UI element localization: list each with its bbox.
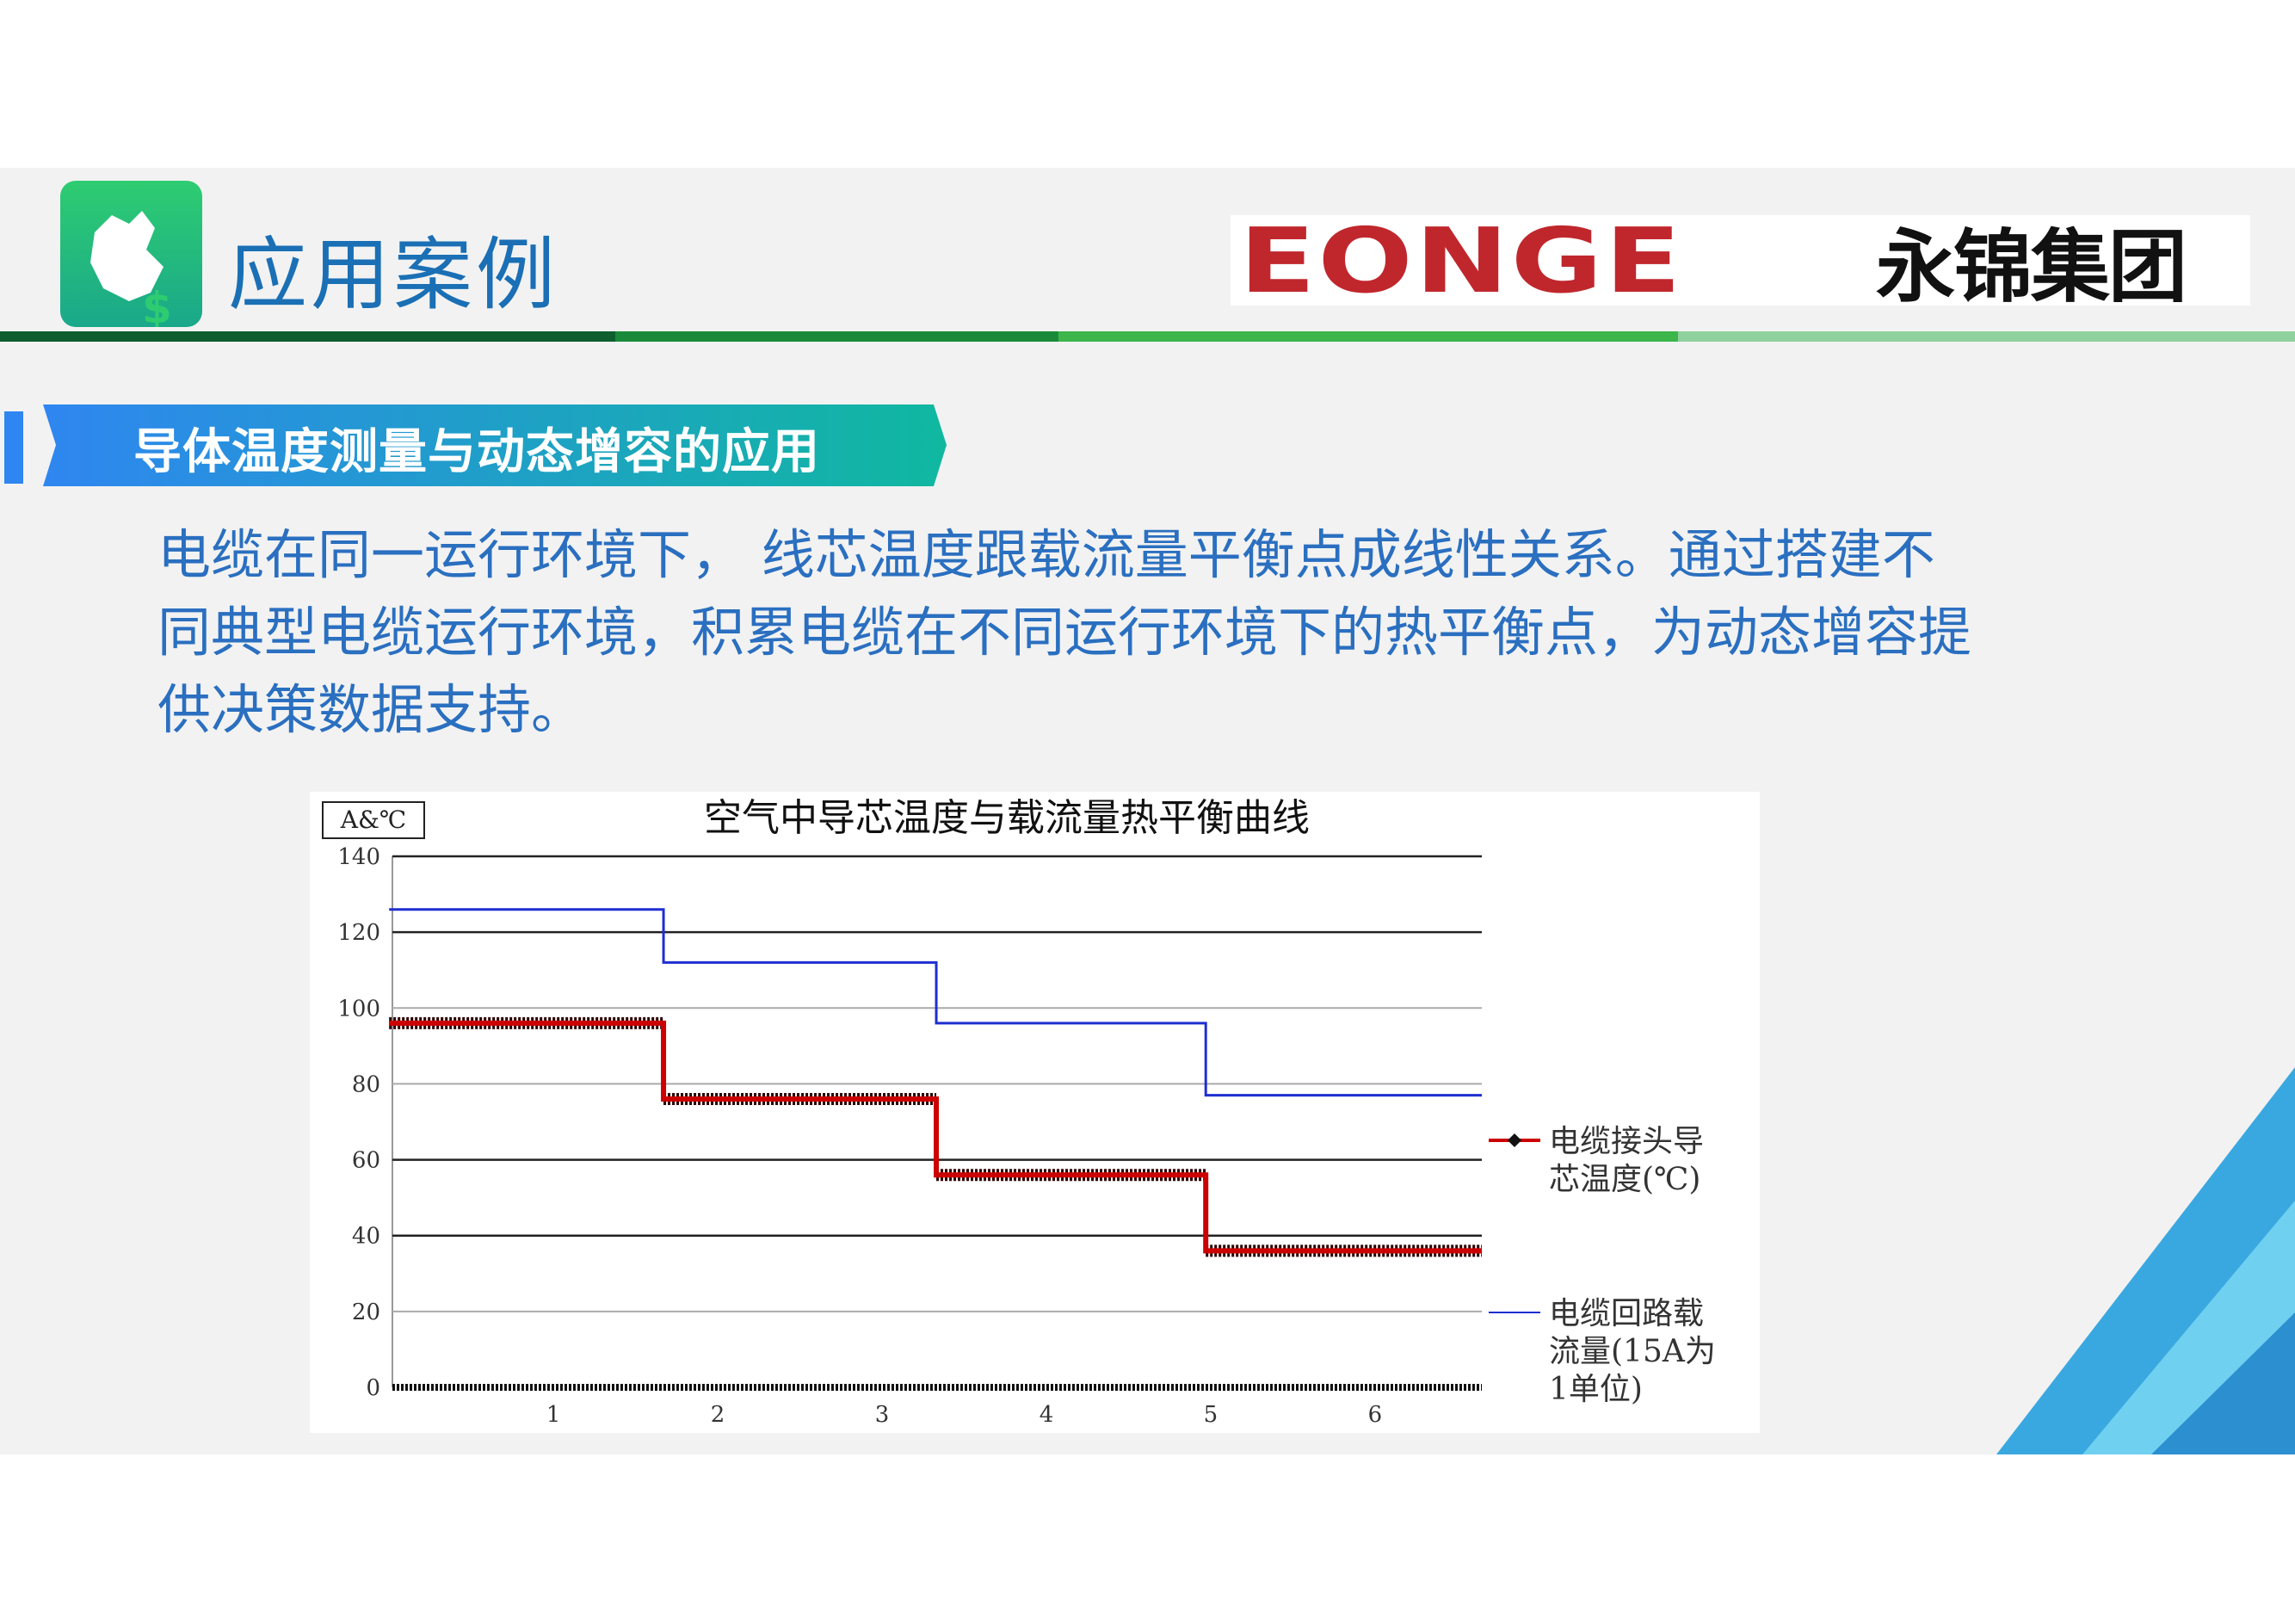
- unit-label: A&℃: [340, 806, 406, 834]
- chart-title: 空气中导芯温度与载流量热平衡曲线: [704, 796, 1310, 840]
- page-title: 应用案例: [228, 229, 559, 321]
- section-banner-text: 导体温度测量与动态增容的应用: [133, 424, 820, 480]
- svg-text:$: $: [142, 283, 172, 327]
- logo-cn: 永锦集团: [1876, 221, 2187, 313]
- x-tick-label: 3: [875, 1402, 890, 1428]
- legend-temp-2: 芯温度(℃): [1549, 1162, 1700, 1197]
- y-tick-label: 0: [366, 1375, 380, 1401]
- company-logo: EONGE 永锦集团: [1231, 208, 2250, 313]
- header-rule-2: [615, 331, 1058, 342]
- y-tick-label: 140: [337, 844, 380, 870]
- y-tick-label: 100: [337, 996, 380, 1022]
- y-tick-label: 20: [352, 1300, 380, 1325]
- x-tick-label: 6: [1368, 1402, 1383, 1428]
- legend: 电缆接头导 芯温度(℃) 电缆回路载 流量(15A为 1单位): [1489, 1124, 1716, 1407]
- header-rule-1: [0, 331, 615, 342]
- header-rule-4: [1678, 331, 2295, 342]
- series-line-temperature: [389, 1020, 1482, 1254]
- legend-current-3: 1单位): [1549, 1372, 1643, 1407]
- section-banner: [4, 404, 947, 486]
- x-tick-label: 2: [711, 1402, 725, 1428]
- legend-temp-1: 电缆接头导: [1549, 1124, 1704, 1159]
- y-tick-label: 40: [352, 1224, 380, 1250]
- x-tick-label: 4: [1040, 1402, 1054, 1428]
- slide: $ 应用案例 EONGE 永锦集团 导体温度测量与动态增容的应用 电缆在同一运行…: [0, 168, 2295, 1454]
- y-tick-label: 80: [352, 1071, 380, 1097]
- body-paragraph: 电缆在同一运行环境下， 线芯温度跟载流量平衡点成线性关系。通过搭建不同典型电缆运…: [157, 523, 1972, 741]
- legend-current-1: 电缆回路载: [1549, 1296, 1704, 1331]
- x-tick-label: 1: [546, 1402, 561, 1428]
- chart: A&℃ 空气中导芯温度与载流量热平衡曲线 0 20 40 60 80 100 120 140 1…: [310, 792, 1760, 1433]
- series-line-current: [389, 908, 1482, 1097]
- legend-current-2: 流量(15A为: [1549, 1334, 1716, 1369]
- legend-temp-marker: [1508, 1133, 1521, 1147]
- logo-en: EONGE: [1239, 207, 1684, 313]
- y-tick-label: 120: [337, 920, 380, 946]
- chart-svg: A&℃ 空气中导芯温度与载流量热平衡曲线 0 20 40 60 80 100 120 140 1…: [322, 796, 1716, 1428]
- header-rule-3: [1058, 331, 1678, 342]
- y-tick-label: 60: [352, 1148, 380, 1174]
- x-tick-label: 5: [1204, 1402, 1218, 1428]
- app-case-icon: $: [60, 181, 202, 333]
- unit-box: [322, 801, 425, 839]
